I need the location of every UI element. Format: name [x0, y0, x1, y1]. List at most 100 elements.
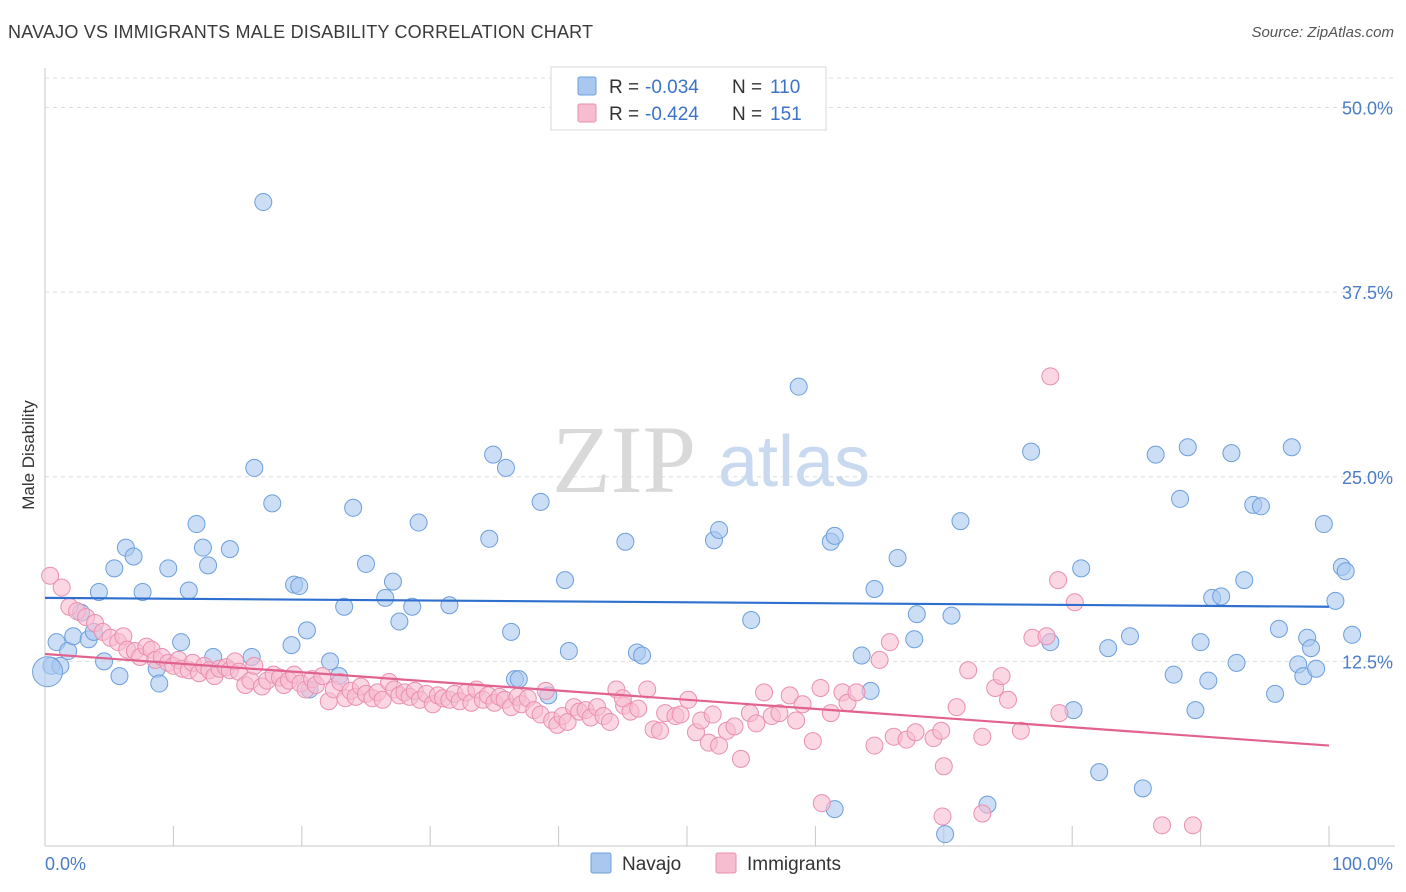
point-navajo — [905, 630, 924, 649]
tick-labels: 12.5% 25.0% 37.5% 50.0% 0.0% 100.0% — [45, 99, 1393, 874]
point-navajo — [335, 597, 354, 616]
point-immigrants — [755, 683, 774, 702]
point-navajo — [95, 652, 114, 671]
legend-n-label-navajo: N = — [732, 77, 762, 98]
point-navajo — [403, 597, 422, 616]
point-navajo — [220, 540, 239, 559]
point-navajo — [344, 498, 363, 517]
point-immigrants — [651, 721, 670, 740]
point-navajo — [89, 582, 108, 601]
point-navajo — [936, 825, 955, 844]
point-navajo — [616, 532, 635, 551]
point-navajo — [1164, 665, 1183, 684]
point-navajo — [1227, 653, 1246, 672]
legend-swatch-immigrants — [577, 103, 597, 123]
point-navajo — [789, 377, 808, 396]
point-immigrants — [1037, 627, 1056, 646]
point-immigrants — [313, 667, 332, 686]
chart-title: NAVAJO VS IMMIGRANTS MALE DISABILITY COR… — [8, 22, 594, 42]
point-navajo — [1307, 659, 1326, 678]
point-immigrants — [865, 736, 884, 755]
point-immigrants — [787, 711, 806, 730]
point-navajo — [502, 622, 521, 641]
x-tick-label-min: 0.0% — [45, 854, 86, 874]
point-navajo — [159, 559, 178, 578]
point-immigrants — [770, 704, 789, 723]
point-navajo — [888, 549, 907, 567]
point-immigrants — [52, 578, 71, 597]
point-navajo — [124, 547, 143, 566]
watermark-zip: ZIP — [552, 406, 696, 513]
point-immigrants — [600, 712, 619, 731]
point-navajo — [150, 674, 169, 693]
point-navajo — [383, 572, 402, 591]
point-navajo — [907, 605, 926, 624]
point-immigrants — [41, 566, 60, 585]
y-axis-title: Male Disability — [19, 400, 38, 510]
point-navajo — [1282, 438, 1301, 457]
point-navajo — [559, 642, 578, 661]
point-navajo — [1171, 489, 1190, 508]
watermark-atlas: atlas — [718, 422, 870, 502]
point-immigrants — [613, 689, 632, 708]
point-navajo — [1266, 684, 1285, 703]
source-label: Source: ZipAtlas.com — [1251, 24, 1394, 41]
point-immigrants — [803, 732, 822, 751]
point-immigrants — [973, 727, 992, 746]
point-navajo — [942, 606, 961, 625]
point-navajo — [133, 582, 152, 601]
point-navajo — [710, 520, 729, 539]
y-tick-label: 25.0% — [1342, 468, 1393, 488]
point-immigrants — [671, 705, 690, 724]
point-immigrants — [1049, 571, 1068, 590]
point-navajo — [254, 193, 273, 212]
point-navajo — [1090, 763, 1109, 782]
point-navajo — [187, 515, 206, 534]
point-navajo — [1326, 591, 1345, 610]
point-navajo — [1178, 438, 1197, 457]
point-immigrants — [934, 757, 953, 776]
point-navajo — [531, 492, 550, 511]
point-immigrants — [992, 667, 1011, 686]
point-immigrants — [821, 704, 840, 723]
point-navajo — [321, 652, 340, 671]
point-immigrants — [747, 714, 766, 733]
point-navajo — [556, 571, 575, 590]
point-immigrants — [245, 656, 264, 675]
point-navajo — [199, 556, 218, 575]
point-navajo — [1269, 619, 1288, 638]
point-navajo — [1302, 639, 1321, 658]
point-navajo — [263, 494, 282, 513]
point-navajo — [1191, 633, 1210, 652]
y-tick-label: 50.0% — [1342, 99, 1393, 119]
point-navajo — [440, 596, 459, 615]
point-navajo — [245, 458, 264, 477]
point-immigrants — [933, 807, 952, 826]
point-navajo — [509, 670, 528, 689]
point-navajo — [1336, 562, 1355, 581]
point-immigrants — [731, 749, 750, 768]
point-navajo — [409, 513, 428, 532]
point-immigrants — [959, 661, 978, 680]
point-navajo — [390, 612, 409, 631]
legend-r-label-navajo: R = — [609, 77, 639, 98]
point-navajo — [1235, 571, 1254, 590]
stats-legend: R = -0.034 N = 110 R = -0.424 N = 151 — [550, 66, 827, 131]
watermark: ZIP atlas — [552, 406, 870, 513]
point-navajo — [742, 611, 761, 630]
point-immigrants — [973, 804, 992, 823]
point-navajo — [1199, 671, 1218, 690]
point-navajo — [825, 526, 844, 545]
point-immigrants — [811, 678, 830, 697]
point-immigrants — [1011, 721, 1030, 740]
point-immigrants — [780, 686, 799, 705]
point-immigrants — [703, 705, 722, 724]
point-immigrants — [999, 690, 1017, 709]
point-navajo — [290, 577, 309, 596]
point-immigrants — [793, 695, 812, 714]
legend-r-value-immigrants: -0.424 — [645, 104, 699, 125]
trend-lines — [44, 596, 1330, 747]
point-immigrants — [373, 690, 392, 709]
point-navajo — [105, 559, 124, 578]
point-immigrants — [870, 650, 889, 669]
